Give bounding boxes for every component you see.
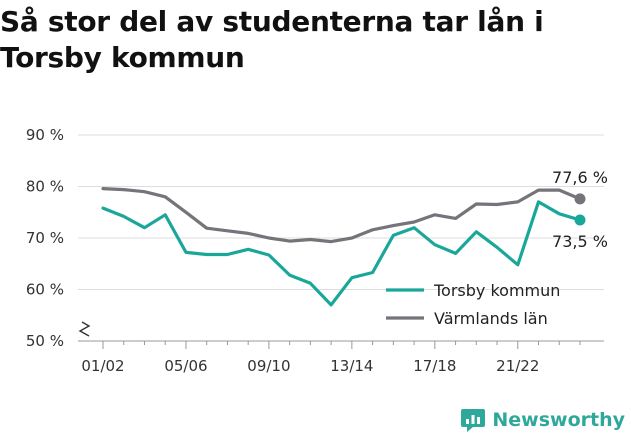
x-tick-label: 05/06 xyxy=(164,357,207,375)
gridlines xyxy=(78,134,604,290)
series-lines: 73,5 % 77,6 % xyxy=(101,168,608,307)
legend-label: Värmlands län xyxy=(434,309,548,328)
y-tick-label: 90 % xyxy=(26,126,64,144)
legend-label: Torsby kommun xyxy=(433,281,560,300)
end-point-varmland xyxy=(574,193,586,205)
x-tick-label: 09/10 xyxy=(247,357,290,375)
y-tick-label: 60 % xyxy=(26,281,64,299)
newsworthy-logo-icon xyxy=(461,409,486,432)
x-tick-label: 01/02 xyxy=(81,357,124,375)
series-line-varmland xyxy=(101,187,582,244)
legend: Torsby kommun Värmlands län xyxy=(386,281,560,328)
end-label-torsby: 73,5 % xyxy=(552,232,608,251)
y-tick-label: 80 % xyxy=(26,178,64,196)
x-tick-label: 17/18 xyxy=(413,357,456,375)
newsworthy-logo: Newsworthy xyxy=(460,407,625,433)
x-tick-label: 21/22 xyxy=(496,357,539,375)
series-line-torsby xyxy=(101,200,582,307)
axis-break-mark xyxy=(78,321,91,337)
end-point-torsby xyxy=(574,214,586,226)
y-tick-label: 70 % xyxy=(26,229,64,247)
end-label-varmland: 77,6 % xyxy=(552,168,608,187)
x-axis: 01/02 05/06 09/10 13/14 17/18 21/22 xyxy=(78,321,604,375)
x-tick-label: 13/14 xyxy=(330,357,373,375)
y-axis-ticks: 50 % 60 % 70 % 80 % 90 % xyxy=(26,126,64,350)
brand-name: Newsworthy xyxy=(492,409,625,431)
chart-title: Så stor del av studenterna tar lån i Tor… xyxy=(0,5,544,74)
y-tick-label: 50 % xyxy=(26,332,64,350)
